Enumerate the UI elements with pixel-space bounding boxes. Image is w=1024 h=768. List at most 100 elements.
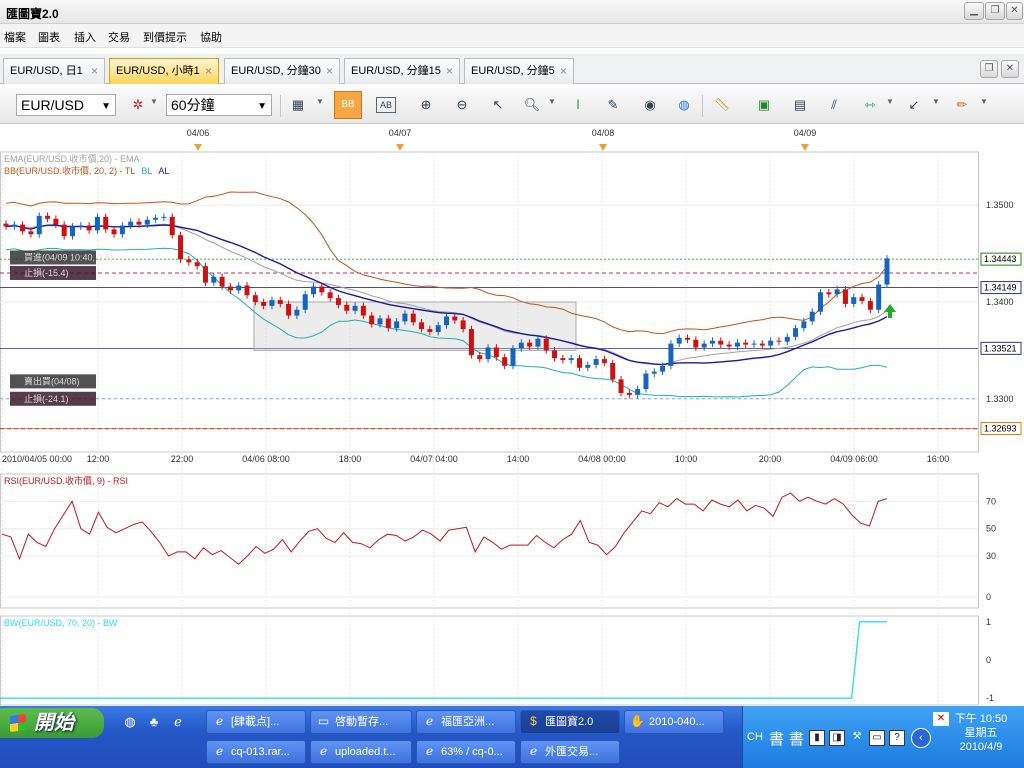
chevron-down-icon[interactable]: ▼ <box>548 97 556 106</box>
chevron-down-icon[interactable]: ▼ <box>316 97 324 106</box>
tab-eurusd-m15[interactable]: EUR/USD, 分鐘15 × <box>344 58 460 84</box>
rsi-tick-label: 70 <box>986 496 996 506</box>
title-bar: 匯圖寶2.0 ▁ ❐ ✕ <box>0 0 1024 24</box>
tray-icon[interactable]: ⚒ <box>852 731 862 742</box>
edit-icon[interactable]: ✎ <box>607 97 619 112</box>
task-button[interactable]: $ 匯圖寶2.0 <box>520 710 620 734</box>
chart-canvas[interactable]: 04/06 04/07 04/08 04/09 2010/04/05 00:00 12:0… <box>0 124 1024 706</box>
tab-eurusd-m30[interactable]: EUR/USD, 分鐘30 × <box>224 58 340 84</box>
eye-icon[interactable]: ◉ <box>644 97 656 112</box>
menu-chart[interactable]: 圖表 <box>38 32 60 44</box>
start-button[interactable]: 開始 <box>0 708 104 738</box>
task-button[interactable]: ℯ 福匯亞洲... <box>416 710 516 734</box>
window-icon[interactable]: ▤ <box>793 97 807 112</box>
tab-eurusd-m5[interactable]: EUR/USD, 分鐘5 × <box>464 58 574 84</box>
menu-insert[interactable]: 插入 <box>74 32 96 44</box>
paint-icon: ✋ <box>630 714 645 728</box>
task-button[interactable]: ℯ cq-013.rar... <box>206 740 306 764</box>
task-button[interactable]: ✋ 2010-040... <box>624 710 724 734</box>
order-label-box <box>10 374 96 389</box>
task-button[interactable]: ℯ [肆載点]... <box>206 710 306 734</box>
chart-area[interactable]: 04/06 04/07 04/08 04/09 2010/04/05 00:00 12:0… <box>0 124 1024 706</box>
order-label: 止損(-24.1) <box>24 393 69 404</box>
pen-icon[interactable]: ✏ <box>956 97 968 112</box>
candle-body <box>419 322 425 330</box>
language-indicator[interactable]: CH <box>747 731 763 743</box>
candle-body <box>618 379 624 393</box>
ime-icon[interactable]: 書 <box>769 731 785 748</box>
chevron-down-icon[interactable]: ▼ <box>980 97 988 106</box>
chevron-down-icon[interactable]: ▼ <box>886 97 894 106</box>
task-button[interactable]: ℯ uploaded.t... <box>310 740 412 764</box>
task-label: uploaded.t... <box>335 746 396 758</box>
tray-icon[interactable]: ▭ <box>869 730 885 746</box>
tab-close-icon[interactable]: × <box>445 64 453 78</box>
divider <box>280 95 281 117</box>
symbol-select[interactable]: EUR/USD ▼ <box>16 94 116 116</box>
close-button[interactable]: ✕ <box>1006 2 1023 20</box>
app-title: 匯圖寶2.0 <box>6 7 59 21</box>
task-button[interactable]: ℯ 外匯交易... <box>520 740 620 764</box>
tab-close-icon[interactable]: × <box>204 64 212 78</box>
magnifier-icon[interactable]: 🔍︎ <box>523 97 541 112</box>
messenger-icon[interactable]: ♣ <box>149 714 159 729</box>
menu-help[interactable]: 協助 <box>200 32 222 44</box>
task-button[interactable]: ▭ 啓動暫存... <box>310 710 412 734</box>
candle-body <box>227 286 233 291</box>
order-label-box <box>10 265 96 280</box>
period-select[interactable]: 60分鐘 ▼ <box>166 94 272 116</box>
candle-body <box>377 318 383 325</box>
chevron-down-icon[interactable]: ▼ <box>150 97 158 106</box>
globe-icon[interactable]: ◍ <box>678 97 690 112</box>
zoom-in-icon[interactable]: ⊕ <box>420 97 432 112</box>
candle-body <box>510 348 516 366</box>
ie-icon: ℯ <box>425 744 434 758</box>
ime-icon[interactable]: 書 <box>789 731 805 748</box>
tab-close-icon[interactable]: × <box>559 64 567 78</box>
menu-file[interactable]: 檔案 <box>4 32 26 44</box>
candle-body <box>45 215 51 219</box>
zoom-out-icon[interactable]: ⊖ <box>456 97 468 112</box>
quicklaunch-icon[interactable]: ◍ <box>124 714 136 729</box>
candle-body <box>161 216 167 218</box>
task-label: 福匯亞洲... <box>441 716 495 728</box>
restore-button[interactable]: ❐ <box>985 2 1005 20</box>
tray-icon[interactable]: ◨ <box>829 730 845 746</box>
candle-body <box>435 325 441 332</box>
close-icon[interactable]: ✕ <box>1001 60 1019 78</box>
minimize-button[interactable]: ▁ <box>964 2 984 20</box>
channel-icon[interactable]: ⇿ <box>864 97 876 112</box>
restore-icon[interactable]: ❐ <box>980 60 998 78</box>
ruler-icon[interactable]: 📏︎ <box>713 97 731 112</box>
label-icon[interactable]: AB <box>376 97 396 113</box>
x-tick-label: 20:00 <box>759 454 782 464</box>
flag-icon[interactable]: ✕ <box>933 712 949 726</box>
cursor-icon[interactable]: ↖ <box>492 97 504 112</box>
task-button[interactable]: ℯ 63% / cq-0... <box>416 740 516 764</box>
clock[interactable]: 下午 10:50 星期五 2010/4/9 <box>946 712 1016 754</box>
ie-icon[interactable]: ℯ <box>174 714 182 729</box>
tab-close-icon[interactable]: × <box>90 64 98 78</box>
chevron-down-icon[interactable]: ▼ <box>932 97 940 106</box>
help-icon[interactable]: ? <box>889 730 905 746</box>
symbol-search-icon[interactable]: ✲ <box>132 97 144 112</box>
tab-close-icon[interactable]: × <box>325 64 333 78</box>
image-icon[interactable]: ▣ <box>757 97 771 112</box>
tray-expand-icon[interactable]: ‹ <box>911 728 931 748</box>
line-tool-icon[interactable]: ⫽ <box>831 97 837 112</box>
candle-body <box>294 309 300 316</box>
taskbar: 開始 ◍ ♣ ℯ ℯ [肆載点]... ▭ 啓動暫存... ℯ 福匯亞洲... $ 匯圖… <box>0 706 1024 768</box>
bar-style-icon[interactable]: BB <box>334 91 362 119</box>
arrow-tool-icon[interactable]: ↙ <box>908 97 920 112</box>
candle-body <box>701 343 707 348</box>
ie-icon: ℯ <box>425 714 434 728</box>
menu-trade[interactable]: 交易 <box>108 32 130 44</box>
text-tool-icon[interactable]: Ⅰ <box>576 97 580 112</box>
chart-type-icon[interactable]: ▦ <box>291 97 305 112</box>
menu-alert[interactable]: 到價提示 <box>143 32 187 44</box>
tab-eurusd-d1[interactable]: EUR/USD, 日1 × <box>3 58 105 84</box>
bw-legend: BW(EUR/USD, 70, 20) - BW <box>4 618 118 628</box>
tray-icon[interactable]: ▮ <box>809 730 825 746</box>
date-marker-label: 04/08 <box>592 128 615 138</box>
tab-eurusd-h1[interactable]: EUR/USD, 小時1 × <box>109 58 219 84</box>
